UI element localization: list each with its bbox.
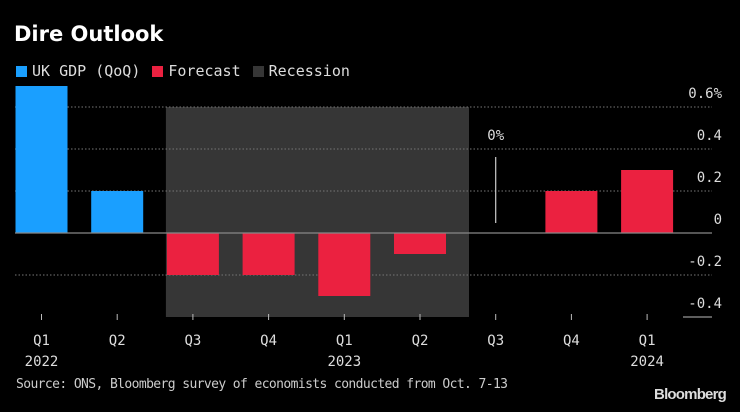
x-tick-label: Q2: [412, 333, 429, 349]
x-year-label: 2023: [327, 354, 361, 370]
y-tick-label: -0.2: [688, 254, 722, 270]
legend-swatch-forecast: [152, 65, 164, 77]
legend-item-forecast: Forecast: [152, 62, 241, 80]
bar: [394, 233, 446, 254]
x-tick-label: Q4: [563, 333, 580, 349]
recession-band: [165, 107, 469, 317]
x-year-label: 2024: [630, 354, 664, 370]
chart-title: Dire Outlook: [14, 22, 164, 46]
y-tick-label: 0.6%: [688, 86, 722, 102]
bar: [621, 170, 674, 233]
legend-item-recession: Recession: [252, 62, 350, 80]
legend: UK GDP (QoQ) Forecast Recession: [16, 62, 350, 80]
bar: [242, 233, 295, 275]
bar: [91, 191, 144, 233]
legend-item-gdp: UK GDP (QoQ): [16, 62, 140, 80]
bar: [166, 233, 219, 275]
bar: [318, 233, 371, 296]
legend-label: Forecast: [168, 62, 241, 80]
bar: [545, 191, 598, 233]
source-note: Source: ONS, Bloomberg survey of economi…: [16, 377, 508, 392]
y-tick-label: 0: [714, 212, 722, 228]
legend-swatch-recession: [252, 65, 264, 77]
y-tick-label: 0.2: [697, 170, 722, 186]
x-tick-label: Q1: [336, 333, 353, 349]
x-tick-label: Q2: [109, 333, 126, 349]
x-tick-label: Q1: [33, 333, 50, 349]
legend-label: Recession: [268, 62, 350, 80]
legend-swatch-gdp: [16, 65, 27, 77]
x-tick-label: Q3: [184, 333, 201, 349]
x-year-label: 2022: [25, 354, 59, 370]
x-tick-label: Q3: [487, 333, 504, 349]
x-tick-label: Q4: [260, 333, 277, 349]
bar: [15, 86, 68, 233]
annotation-label: 0%: [487, 128, 504, 144]
y-tick-label: 0.4: [697, 128, 722, 144]
legend-label: UK GDP (QoQ): [32, 62, 141, 80]
bloomberg-logo: Bloomberg: [654, 386, 727, 403]
y-tick-label: -0.4: [688, 296, 722, 312]
x-tick-label: Q1: [639, 333, 656, 349]
